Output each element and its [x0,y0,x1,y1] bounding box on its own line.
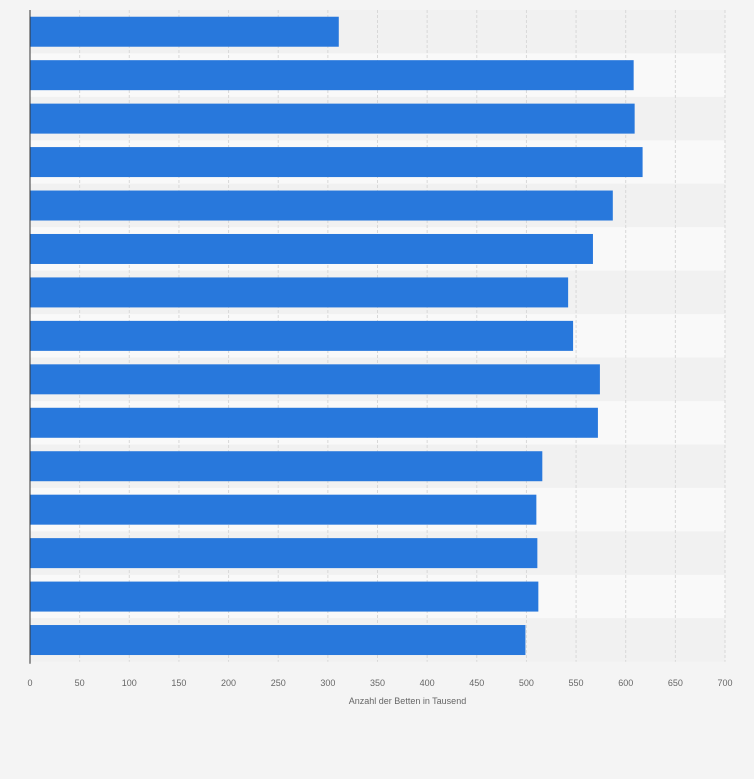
x-tick-label: 400 [420,678,435,688]
bar[interactable] [30,407,598,438]
bar[interactable] [30,16,339,47]
x-tick-label: 450 [469,678,484,688]
x-tick-label: 550 [569,678,584,688]
x-tick-label: 0 [27,678,32,688]
x-tick-label: 700 [717,678,732,688]
bar[interactable] [30,190,613,221]
x-tick-label: 50 [75,678,85,688]
bar[interactable] [30,494,537,525]
x-tick-label: 350 [370,678,385,688]
x-tick-label: 300 [320,678,335,688]
x-tick-label: 100 [122,678,137,688]
bar[interactable] [30,581,539,612]
x-axis-title: Anzahl der Betten in Tausend [349,696,466,706]
bar[interactable] [30,538,538,569]
bar[interactable] [30,147,643,178]
x-tick-label: 600 [618,678,633,688]
bar[interactable] [30,233,593,264]
bar[interactable] [30,625,526,656]
x-tick-label: 500 [519,678,534,688]
bar[interactable] [30,320,574,351]
x-tick-labels: 0 50 100 150 200 250 300 350 400 450 500 550 600 650 7… [27,678,732,688]
bar[interactable] [30,277,569,308]
x-tick-label: 650 [668,678,683,688]
bar[interactable] [30,364,600,395]
bars [30,16,643,656]
bar[interactable] [30,451,543,482]
x-tick-label: 200 [221,678,236,688]
x-tick-label: 150 [171,678,186,688]
bar[interactable] [30,60,634,91]
x-tick-label: 250 [271,678,286,688]
bar[interactable] [30,103,635,134]
